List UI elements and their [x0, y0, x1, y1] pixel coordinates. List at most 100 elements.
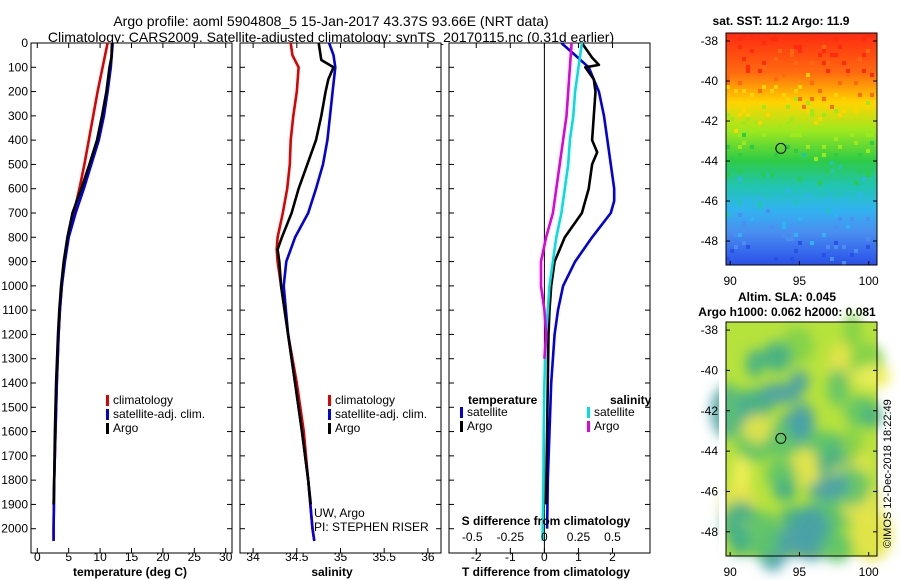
x-tick-label: 25	[188, 550, 202, 564]
sla-blob	[761, 341, 793, 373]
sst-map-panel: sat. SST: 11.2 Argo: 11.9 -38 -40 -42 -44 -4…	[701, 14, 879, 288]
salinity-axes	[239, 42, 442, 554]
legend-label: Argo	[335, 421, 361, 435]
legend-label: Argo	[113, 421, 139, 435]
sst-pixel	[762, 105, 766, 109]
lon-tick-label: 95	[793, 565, 807, 579]
sst-pixel	[862, 69, 866, 73]
sst-pixel	[870, 33, 874, 37]
legend-temperature-title: temperature	[468, 393, 538, 407]
sst-pixel	[822, 253, 826, 257]
depth-tick-label: 1600	[1, 425, 28, 439]
sst-pixel	[798, 45, 802, 49]
sst-pixel	[758, 101, 762, 105]
sst-pixel	[858, 93, 862, 97]
x-tick-label: 5	[65, 550, 72, 564]
sla-axes	[725, 321, 878, 557]
sst-pixel	[830, 161, 834, 165]
sst-pixel	[770, 37, 774, 41]
sst-pixel	[822, 113, 826, 117]
sst-pixel	[782, 221, 786, 225]
sst-pixel	[842, 197, 846, 201]
sst-pixel	[726, 213, 730, 217]
temperature-lines	[52, 43, 114, 541]
sla-blob	[841, 427, 863, 462]
difference-xlabel: T difference from climatology	[462, 565, 630, 579]
sst-pixel	[798, 129, 802, 133]
sst-pixel	[742, 241, 746, 245]
sst-pixel	[786, 105, 790, 109]
sst-pixel	[822, 49, 826, 53]
sst-pixel	[726, 81, 730, 85]
sst-pixel	[762, 41, 766, 45]
sst-pixel	[810, 181, 814, 185]
sst-pixel	[742, 121, 746, 125]
sst-pixel	[758, 201, 762, 205]
series-line-argo	[276, 43, 335, 505]
sst-pixel	[758, 185, 762, 189]
sst-pixel	[798, 125, 802, 129]
salinity-panel: 34 34.5 35 35.5 36 salinity climatologysatel…	[239, 42, 442, 579]
depth-tick-label: 800	[8, 230, 28, 244]
sst-pixel	[846, 225, 850, 229]
x-tick-label: 36	[421, 550, 435, 564]
salinity-lines	[275, 43, 337, 542]
sst-pixel	[790, 133, 794, 137]
sst-pixel	[842, 61, 846, 65]
sst-pixel	[738, 133, 742, 137]
sst-pixel	[810, 113, 814, 117]
sst-pixel	[762, 85, 766, 89]
sst-pixel	[794, 97, 798, 101]
sst-pixel	[802, 153, 806, 157]
depth-tick-label: 0	[21, 36, 28, 50]
sst-pixel	[822, 233, 826, 237]
sst-pixel	[782, 233, 786, 237]
sst-pixel	[742, 105, 746, 109]
sst-pixel	[790, 49, 794, 53]
sla-blob	[824, 473, 850, 497]
sst-pixel	[758, 89, 762, 93]
sst-pixel	[814, 125, 818, 129]
sst-pixel	[726, 113, 730, 117]
sst-pixel	[842, 97, 846, 101]
sst-pixel	[770, 225, 774, 229]
lon-tick-label: 95	[793, 274, 807, 288]
legend-label: Argo	[467, 419, 493, 433]
sst-pixel	[822, 145, 826, 149]
sst-pixel	[834, 213, 838, 217]
temperature-x-ticks: 0 5 10 15 20 25 30	[34, 43, 233, 564]
sst-pixel	[818, 181, 822, 185]
sst-pixel	[774, 153, 778, 157]
sst-pixel	[866, 169, 870, 173]
sst-pixel	[854, 109, 858, 113]
sst-pixel	[726, 77, 730, 81]
depth-tick-label: 300	[8, 109, 28, 123]
salinity-annotation-1: UW, Argo	[314, 506, 365, 520]
sst-pixel	[726, 173, 730, 177]
legend-label: Argo	[594, 419, 620, 433]
sst-pixel	[762, 125, 766, 129]
sla-blob	[728, 524, 752, 557]
sst-pixel	[834, 93, 838, 97]
sst-pixel	[794, 133, 798, 137]
sst-pixel	[826, 169, 830, 173]
sst-pixel	[762, 61, 766, 65]
x-tick-label: 10	[93, 550, 107, 564]
sst-pixel	[770, 89, 774, 93]
sst-pixel	[730, 117, 734, 121]
sla-blob	[820, 531, 853, 563]
sst-pixel	[862, 37, 866, 41]
salinity-diff-tick-label: -0.5	[462, 530, 483, 544]
sla-blob	[789, 370, 809, 394]
sst-pixel	[830, 181, 834, 185]
sla-blob	[773, 479, 797, 502]
sst-pixel	[802, 105, 806, 109]
sst-pixel	[866, 133, 870, 137]
sst-pixel	[794, 233, 798, 237]
sst-pixel	[774, 77, 778, 81]
depth-tick-label: 1500	[1, 400, 28, 414]
sst-profile-marker	[775, 142, 787, 154]
sst-pixel	[742, 201, 746, 205]
depth-tick-label: 900	[8, 255, 28, 269]
